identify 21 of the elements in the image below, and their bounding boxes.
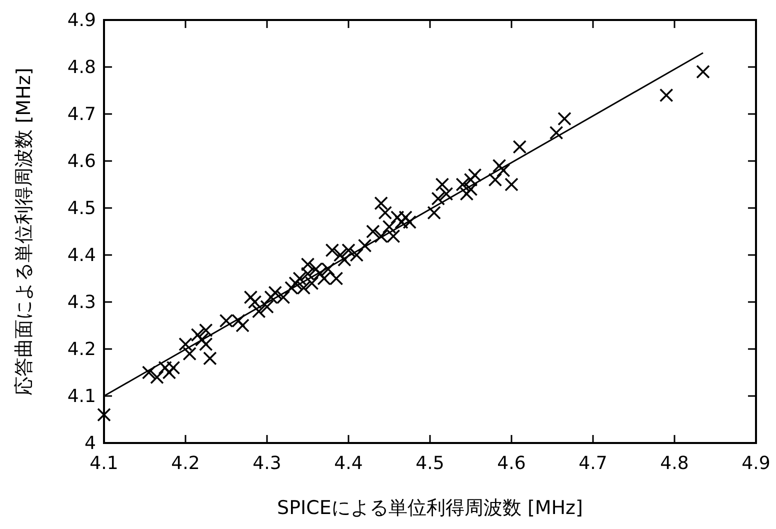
x-tick-label: 4.2 — [171, 453, 200, 474]
y-tick-label: 4.4 — [67, 245, 96, 266]
x-tick-label: 4.6 — [497, 453, 526, 474]
x-tick-label: 4.9 — [742, 453, 770, 474]
x-tick-label: 4.5 — [416, 453, 444, 474]
y-tick-label: 4.1 — [67, 386, 96, 407]
y-tick-label: 4.6 — [67, 151, 96, 172]
x-tick-label: 4.7 — [578, 453, 608, 474]
y-tick-label: 4.9 — [67, 10, 96, 31]
x-axis-title: SPICEによる単位利得周波数 [MHz] — [277, 497, 583, 519]
y-tick-label: 4.2 — [67, 339, 96, 360]
x-tick-label: 4.8 — [660, 453, 689, 474]
x-tick-label: 4.3 — [252, 453, 282, 474]
y-tick-label: 4.3 — [67, 292, 96, 313]
y-tick-label: 4 — [84, 433, 96, 454]
y-tick-label: 4.7 — [67, 104, 96, 125]
x-tick-label: 4.1 — [90, 453, 118, 474]
y-axis-title: 応答曲面による単位利得周波数 [MHz] — [13, 68, 35, 396]
y-tick-label: 4.8 — [67, 57, 96, 78]
y-tick-label: 4.5 — [67, 198, 96, 219]
x-tick-label: 4.4 — [334, 453, 363, 474]
